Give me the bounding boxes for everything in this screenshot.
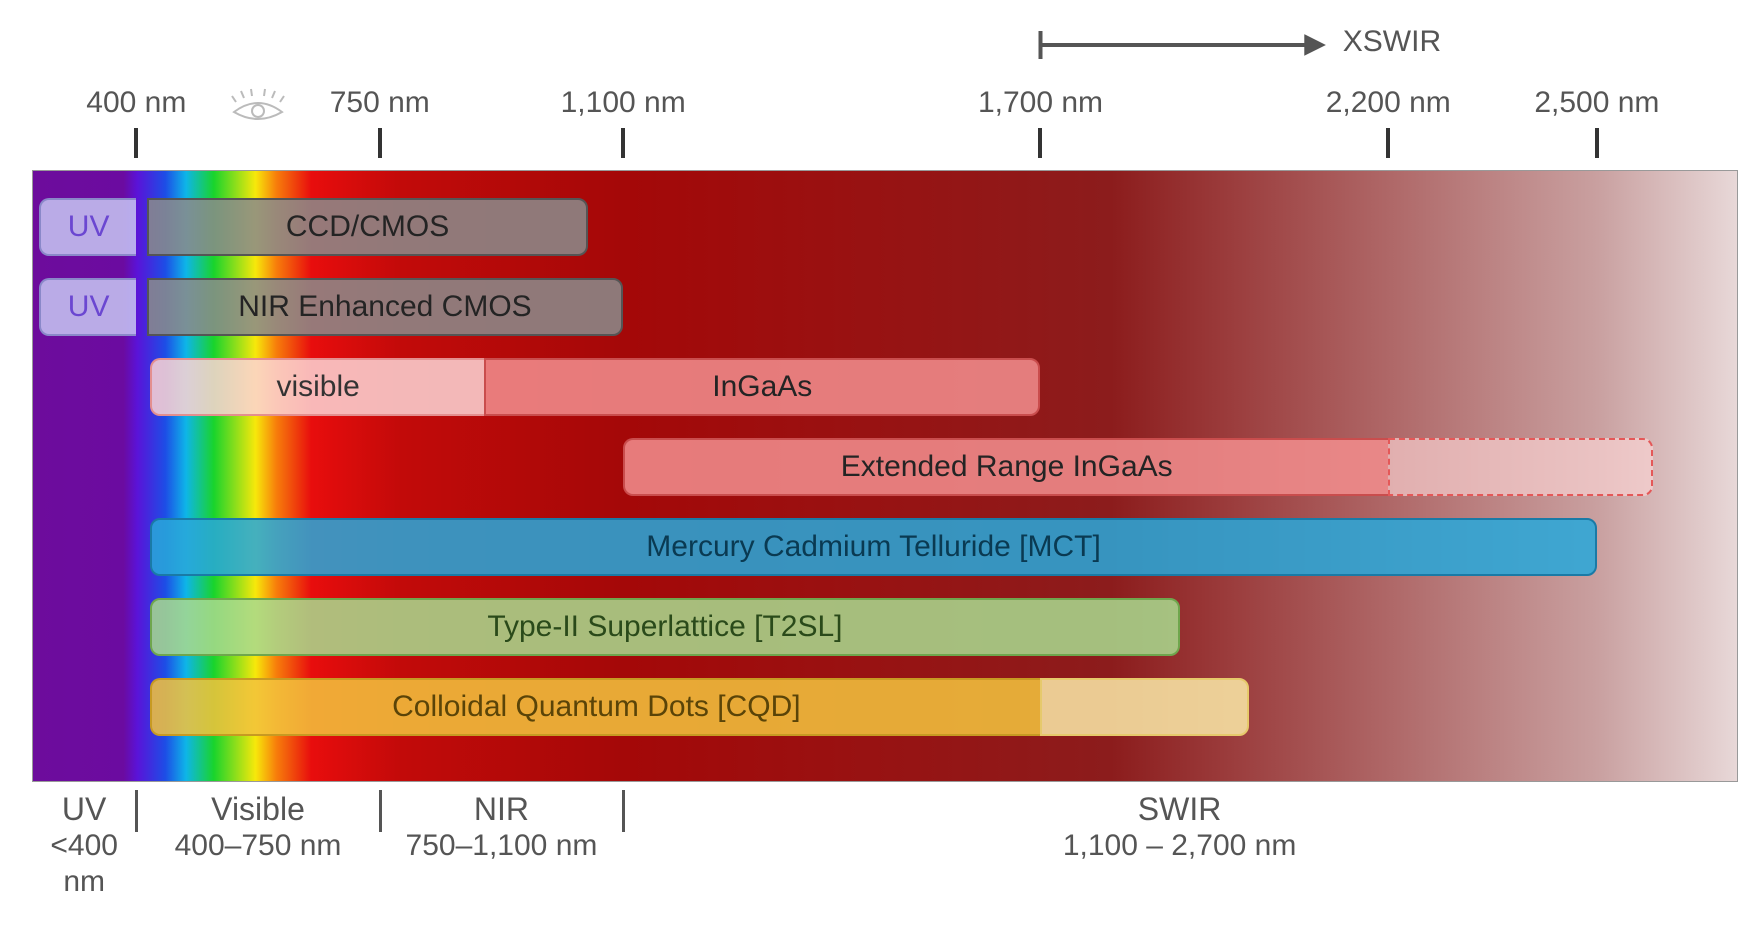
- region-label: Visible400–750 nm: [136, 790, 379, 864]
- axis-tick: [134, 128, 138, 158]
- axis-tick: [1386, 128, 1390, 158]
- sensor-range-bar: UV: [39, 198, 136, 256]
- eye-icon: [230, 88, 286, 133]
- region-label: SWIR1,100 – 2,700 nm: [623, 790, 1736, 864]
- axis-tick: [621, 128, 625, 158]
- sensor-range-bar: UV: [39, 278, 136, 336]
- sensor-range-bar: Extended Range InGaAs: [623, 438, 1388, 496]
- sensor-range-bar: InGaAs: [484, 358, 1040, 416]
- sensor-range-bar: CCD/CMOS: [147, 198, 589, 256]
- sensor-range-bar: Mercury Cadmium Telluride [MCT]: [150, 518, 1597, 576]
- axis-tick-label: 1,700 nm: [978, 86, 1103, 120]
- axis-tick-label: 750 nm: [330, 86, 430, 120]
- axis-tick: [1038, 128, 1042, 158]
- sensor-range-bar: [1388, 438, 1652, 496]
- axis-tick-label: 1,100 nm: [561, 86, 686, 120]
- region-label: NIR750–1,100 nm: [380, 790, 623, 864]
- xswir-label: XSWIR: [1343, 25, 1441, 59]
- axis-tick-label: 2,500 nm: [1534, 86, 1659, 120]
- spectral-sensor-chart: XSWIR 400 nm 750 nm 1,100 nm 1,700 nm 2,200 …: [0, 0, 1763, 937]
- region-label: UV<400 nm: [32, 790, 136, 900]
- axis-tick-label: 400 nm: [86, 86, 186, 120]
- sensor-range-bar: NIR Enhanced CMOS: [147, 278, 623, 336]
- axis-tick: [378, 128, 382, 158]
- sensor-range-bar: [1040, 678, 1249, 736]
- axis-tick: [1595, 128, 1599, 158]
- sensor-range-bar: Colloidal Quantum Dots [CQD]: [150, 678, 1040, 736]
- sensor-range-bar: Type-II Superlattice [T2SL]: [150, 598, 1179, 656]
- sensor-range-bar: visible: [150, 358, 484, 416]
- axis-tick-label: 2,200 nm: [1326, 86, 1451, 120]
